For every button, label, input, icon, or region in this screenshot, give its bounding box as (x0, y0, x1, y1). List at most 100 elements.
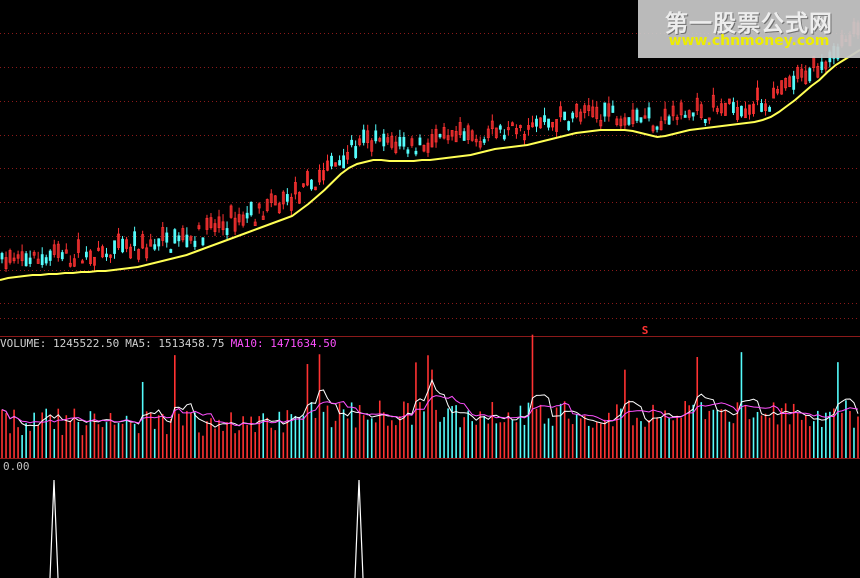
candle-body (32, 252, 36, 256)
candle-body (486, 128, 490, 138)
candle-body (24, 253, 28, 267)
candle-body (56, 243, 60, 258)
candle-body (265, 199, 269, 211)
candle-body (302, 183, 305, 187)
candle-body (494, 127, 498, 138)
candle-body (727, 98, 731, 104)
candle-body (113, 240, 116, 254)
candle-body (687, 110, 691, 118)
candle-body (615, 118, 619, 125)
candle-body (261, 215, 265, 220)
volume-value-label: VOLUME: 1245522.50 (0, 337, 120, 350)
candle-body (434, 128, 438, 143)
candle-body (350, 139, 354, 146)
candle-body (711, 94, 715, 108)
candle-body (36, 258, 40, 264)
candle-body (611, 105, 615, 113)
candle-body (109, 254, 112, 258)
candle-body (506, 127, 510, 131)
candle-body (181, 228, 185, 241)
candle-body (627, 117, 631, 125)
candle-body (760, 103, 763, 112)
candle-body (334, 162, 337, 167)
candle-body (655, 126, 659, 130)
candle-body (366, 130, 370, 143)
candle-body (591, 106, 595, 118)
candle-body (651, 125, 655, 132)
candle-body (510, 122, 514, 127)
candle-body (667, 116, 671, 125)
candle-body (185, 234, 189, 248)
candle-body (563, 111, 567, 121)
candle-body (659, 121, 663, 131)
candle-body (675, 116, 679, 120)
candle-body (12, 257, 16, 262)
candle-body (52, 244, 56, 255)
candle-body (8, 250, 12, 263)
candle-body (153, 244, 157, 250)
candle-body (149, 239, 153, 247)
sell-signal-marker: S (642, 324, 649, 337)
candle-body (595, 106, 599, 119)
candle-body (796, 67, 800, 79)
candle-body (374, 130, 378, 142)
candle-body (16, 254, 20, 259)
candle-body (707, 117, 711, 121)
candle-body (679, 102, 683, 116)
candle-body (422, 145, 426, 152)
price-grid (0, 33, 860, 319)
candle-body (583, 105, 587, 113)
candle-body (426, 142, 430, 153)
candle-body (482, 139, 486, 143)
candle-body (764, 103, 767, 111)
candle-body (531, 122, 534, 128)
candle-body (281, 191, 285, 205)
candle-body (277, 203, 281, 214)
candle-body (80, 260, 84, 264)
candle-body (752, 103, 755, 114)
candle-body (462, 131, 466, 141)
candle-body (249, 201, 253, 216)
candle-body (559, 106, 563, 118)
candle-body (515, 128, 518, 135)
candle-body (519, 125, 522, 129)
candle-body (776, 89, 780, 94)
candle-body (105, 253, 108, 258)
candle-body (555, 119, 558, 132)
candle-body (310, 179, 313, 190)
candle-body (430, 134, 434, 148)
candle-body (571, 112, 575, 119)
candle-body (20, 251, 24, 262)
candle-body (338, 160, 341, 166)
candle-body (579, 111, 583, 122)
candle-body (117, 233, 120, 248)
candle-body (619, 118, 623, 127)
candle-body (370, 140, 374, 152)
candle-body (683, 114, 687, 118)
candle-body (382, 133, 386, 147)
candle-body (346, 151, 350, 160)
candle-body (293, 182, 297, 195)
candle-body (820, 61, 824, 70)
candle-body (784, 77, 788, 89)
candle-body (454, 131, 458, 143)
candle-body (60, 252, 64, 260)
candle-body (498, 125, 502, 130)
candle-body (643, 115, 647, 119)
candle-body (358, 138, 362, 146)
candle-body (390, 135, 394, 148)
candle-body (269, 193, 273, 203)
candle-body (470, 130, 474, 141)
candle-body (165, 232, 169, 243)
candle-body (173, 229, 177, 244)
candle-body (318, 169, 321, 183)
candle-body (768, 106, 771, 112)
candle-body (800, 68, 804, 78)
candle-body (76, 239, 80, 253)
candle-body (402, 136, 406, 147)
volume-bars (1, 334, 859, 458)
volume-ma5-label: MA5: 1513458.75 (125, 337, 225, 350)
volume-ma10-label: MA10: 1471634.50 (230, 337, 337, 350)
candle-body (575, 103, 579, 118)
candle-body (97, 247, 100, 251)
